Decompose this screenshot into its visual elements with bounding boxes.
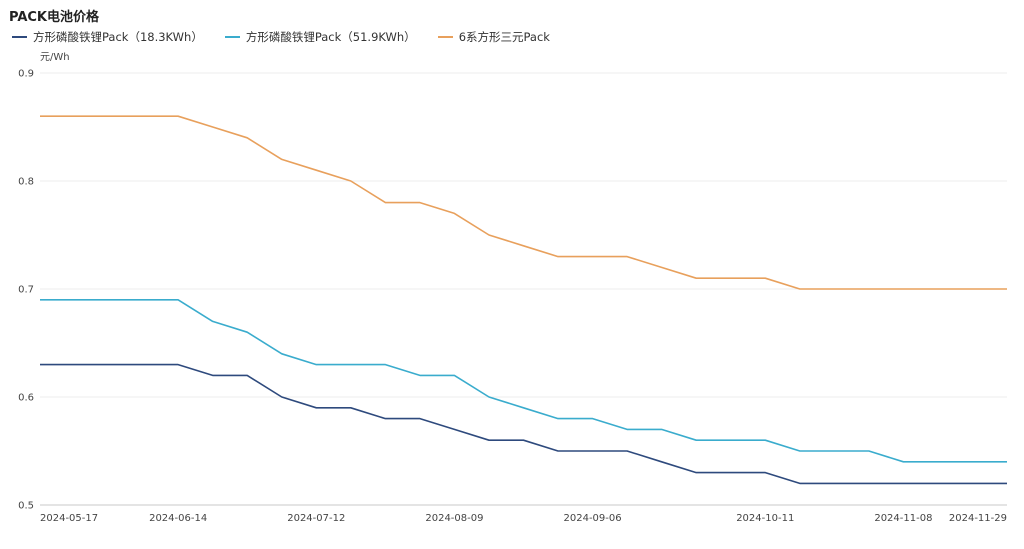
- legend-label: 方形磷酸铁锂Pack（51.9KWh）: [245, 30, 416, 44]
- y-tick-label: 0.9: [18, 69, 34, 80]
- legend-swatch: [12, 36, 27, 38]
- y-axis: 0.5 0.6 0.7 0.8 0.9 元/Wh: [18, 52, 70, 512]
- x-tick-label: 2024-07-12: [287, 513, 345, 524]
- series-line-3[interactable]: [40, 115, 1007, 290]
- x-tick-label: 2024-06-14: [149, 513, 207, 524]
- y-tick-label: 0.6: [18, 393, 34, 404]
- series-line-1[interactable]: [40, 363, 1007, 485]
- legend-swatch: [437, 36, 453, 38]
- legend-item-series-1[interactable]: 方形磷酸铁锂Pack（18.3KWh）: [12, 29, 203, 45]
- legend-item-series-2[interactable]: 方形磷酸铁锂Pack（51.9KWh）: [224, 29, 416, 45]
- x-tick-label: 2024-05-17: [40, 513, 98, 524]
- x-tick-label: 2024-11-08: [874, 513, 932, 524]
- y-tick-label: 0.8: [18, 177, 34, 188]
- legend-swatch: [224, 36, 240, 38]
- x-tick-label: 2024-08-09: [425, 513, 483, 524]
- x-tick-label: 2024-10-11: [736, 513, 794, 524]
- y-tick-label: 0.5: [18, 501, 34, 512]
- legend-label: 方形磷酸铁锂Pack（18.3KWh）: [33, 30, 203, 44]
- chart-legend: 方形磷酸铁锂Pack（18.3KWh） 方形磷酸铁锂Pack（51.9KWh） …: [12, 29, 572, 45]
- series-lines: [40, 115, 1007, 485]
- y-tick-label: 0.7: [18, 285, 34, 296]
- x-tick-label: 2024-11-29: [949, 513, 1007, 524]
- legend-item-series-3[interactable]: 6系方形三元Pack: [437, 29, 550, 45]
- gridlines: [40, 72, 1007, 506]
- y-axis-unit: 元/Wh: [40, 52, 70, 63]
- chart-title: PACK电池价格: [9, 10, 100, 25]
- series-line-2[interactable]: [40, 298, 1007, 463]
- x-axis: 2024-05-17 2024-06-14 2024-07-12 2024-08-09…: [40, 513, 1007, 524]
- legend-label: 6系方形三元Pack: [458, 30, 550, 44]
- x-tick-label: 2024-09-06: [564, 513, 622, 524]
